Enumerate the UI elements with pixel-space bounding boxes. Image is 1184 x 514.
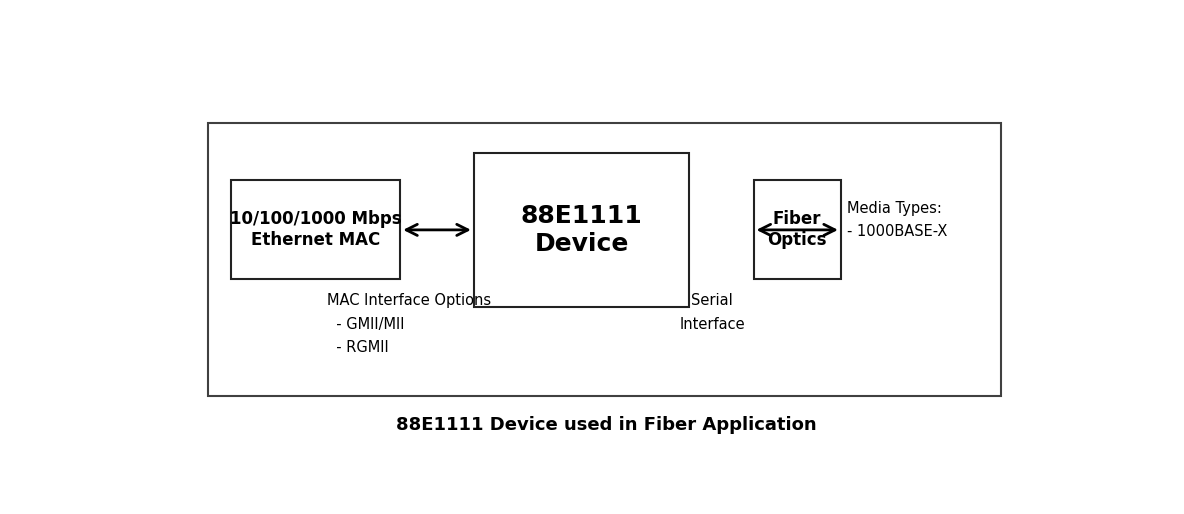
Bar — [474, 153, 689, 307]
Text: 10/100/1000 Mbps
Ethernet MAC: 10/100/1000 Mbps Ethernet MAC — [230, 211, 401, 249]
Text: MAC Interface Options
  - GMII/MII
  - RGMII: MAC Interface Options - GMII/MII - RGMII — [327, 293, 491, 355]
Bar — [207, 123, 1002, 396]
Text: Fiber
Optics: Fiber Optics — [767, 211, 826, 249]
Text: 88E1111 Device used in Fiber Application: 88E1111 Device used in Fiber Application — [397, 416, 817, 434]
Bar — [231, 180, 400, 280]
Text: 88E1111
Device: 88E1111 Device — [521, 204, 643, 256]
Bar — [754, 180, 841, 280]
Text: Serial
Interface: Serial Interface — [680, 293, 745, 332]
Text: Media Types:
- 1000BASE-X: Media Types: - 1000BASE-X — [848, 201, 947, 239]
